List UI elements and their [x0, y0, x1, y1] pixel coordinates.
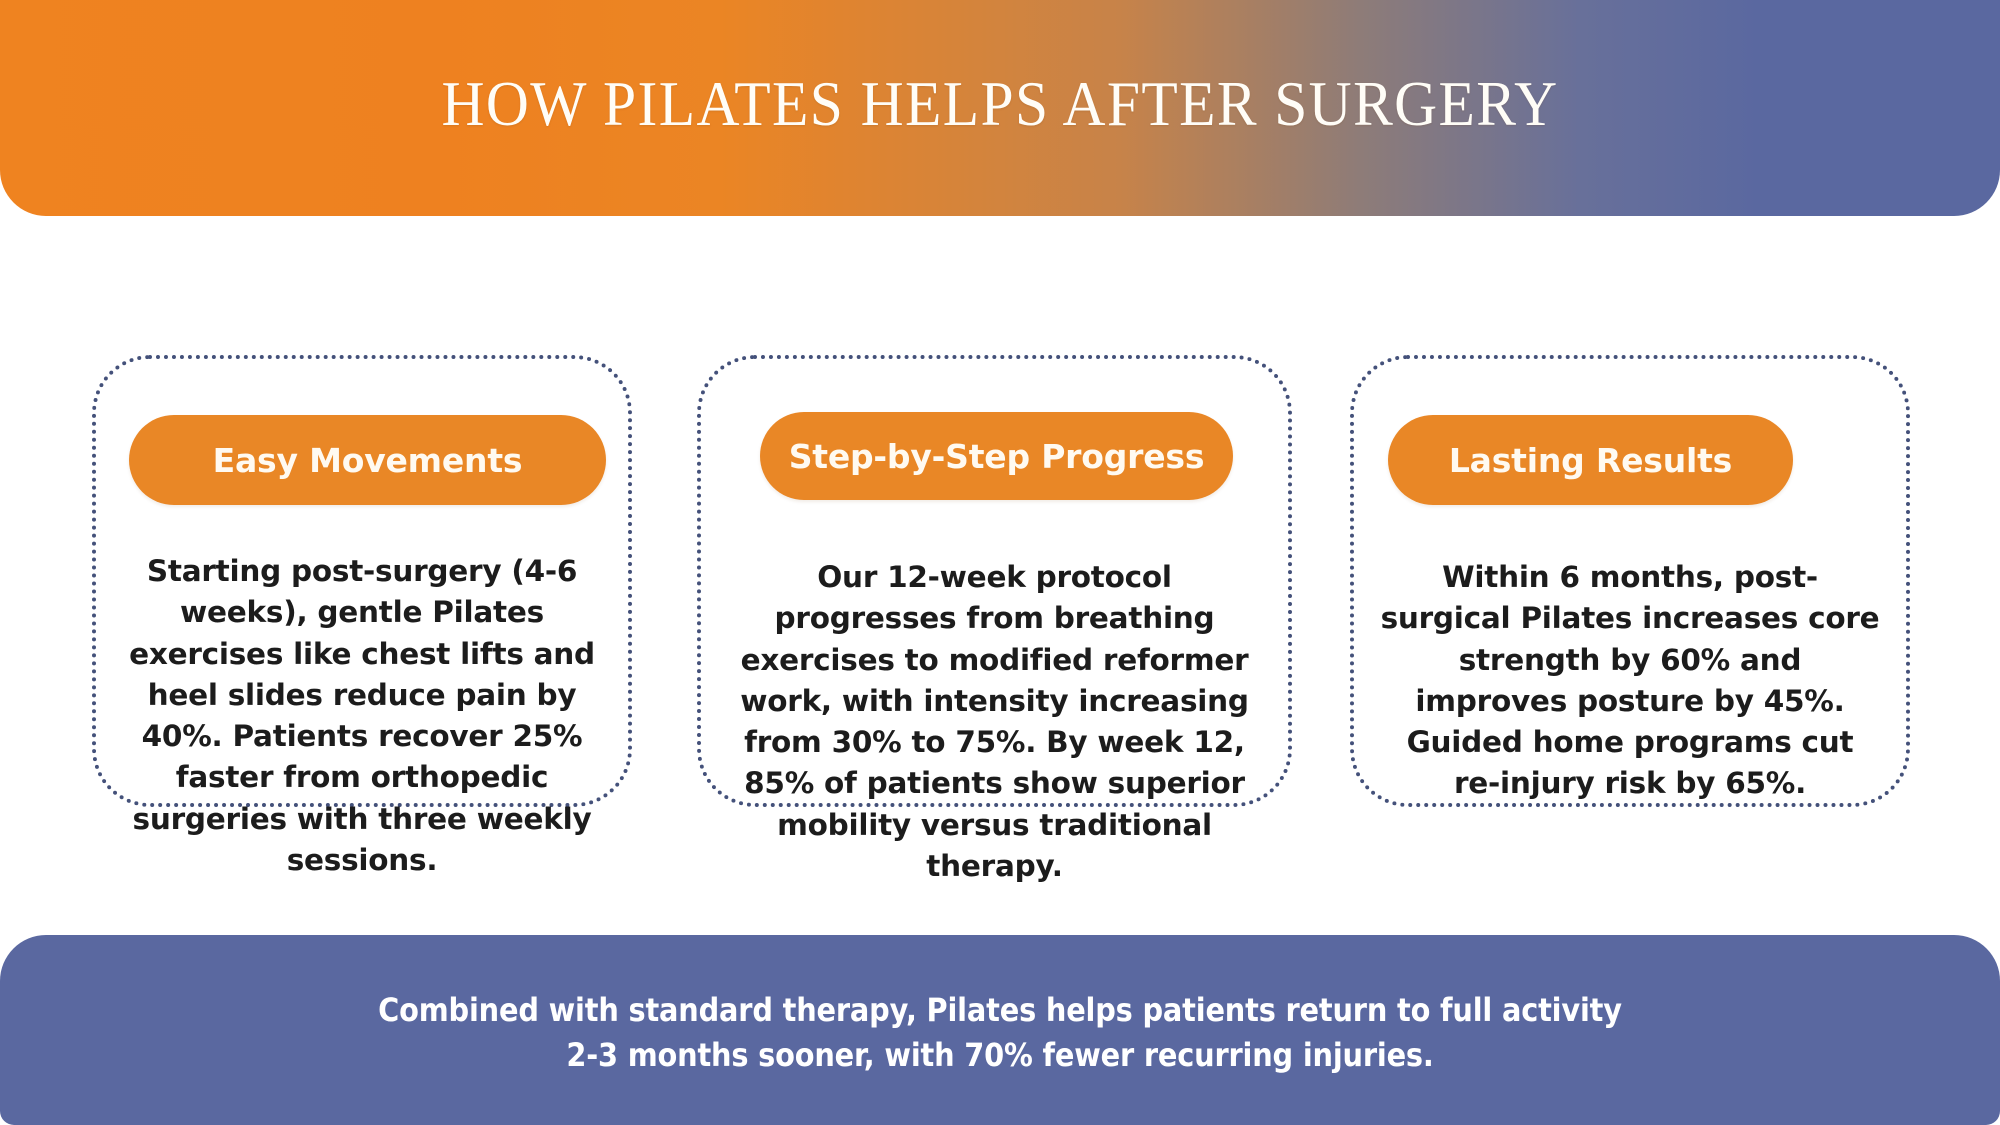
card-body-step-by-step-progress: Our 12-week protocol progresses from bre…	[740, 560, 1249, 884]
card-heading-pill-step-by-step-progress: Step-by-Step Progress	[760, 412, 1233, 500]
card-easy-movements: Easy Movements Starting post-surgery (4-…	[92, 355, 632, 877]
card-step-by-step-progress: Step-by-Step Progress Our 12-week protoc…	[697, 355, 1292, 883]
page-title: How Pilates Helps After Surgery	[441, 68, 1559, 139]
card-heading-pill-easy-movements: Easy Movements	[129, 415, 606, 505]
header-banner: How Pilates Helps After Surgery	[0, 0, 2000, 216]
card-lasting-results: Lasting Results Within 6 months, post-su…	[1350, 355, 1910, 807]
card-heading-pill-lasting-results: Lasting Results	[1388, 415, 1793, 505]
card-body-easy-movements: Starting post-surgery (4-6 weeks), gentl…	[129, 554, 595, 878]
footer-banner: Combined with standard therapy, Pilates …	[0, 935, 2000, 1125]
cards-container: Easy Movements Starting post-surgery (4-…	[0, 216, 2000, 935]
card-body-lasting-results: Within 6 months, post-surgical Pilates i…	[1380, 560, 1880, 801]
footer-summary-text: Combined with standard therapy, Pilates …	[378, 991, 1622, 1075]
